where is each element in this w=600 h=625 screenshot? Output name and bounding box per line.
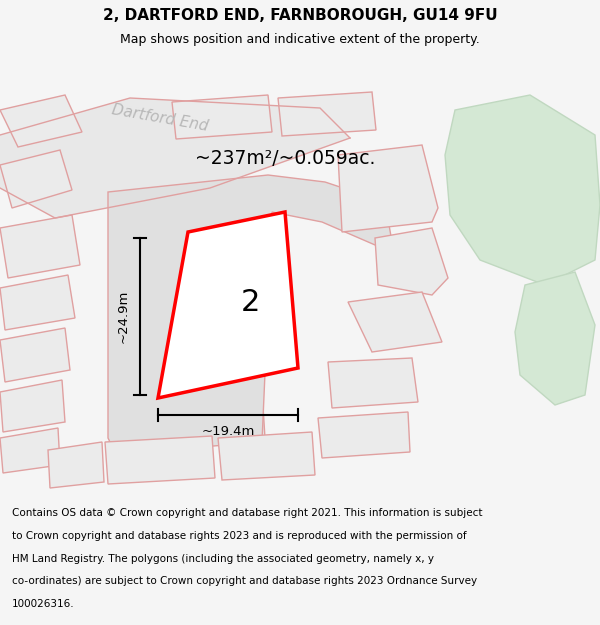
Polygon shape	[0, 98, 350, 218]
Text: Dartford End: Dartford End	[110, 102, 209, 134]
Text: 2, DARTFORD END, FARNBOROUGH, GU14 9FU: 2, DARTFORD END, FARNBOROUGH, GU14 9FU	[103, 8, 497, 23]
Polygon shape	[158, 212, 298, 398]
Polygon shape	[108, 175, 392, 454]
Polygon shape	[338, 145, 438, 232]
Polygon shape	[48, 442, 104, 488]
Text: ~237m²/~0.059ac.: ~237m²/~0.059ac.	[195, 149, 376, 168]
Polygon shape	[375, 228, 448, 295]
Polygon shape	[0, 328, 70, 382]
Polygon shape	[515, 272, 595, 405]
Polygon shape	[445, 95, 600, 285]
Polygon shape	[172, 95, 272, 139]
Text: 100026316.: 100026316.	[12, 599, 74, 609]
Polygon shape	[278, 92, 376, 136]
Text: co-ordinates) are subject to Crown copyright and database rights 2023 Ordnance S: co-ordinates) are subject to Crown copyr…	[12, 576, 477, 586]
Text: Map shows position and indicative extent of the property.: Map shows position and indicative extent…	[120, 33, 480, 46]
Polygon shape	[0, 95, 82, 147]
Polygon shape	[218, 432, 315, 480]
Text: Contains OS data © Crown copyright and database right 2021. This information is : Contains OS data © Crown copyright and d…	[12, 508, 482, 518]
Polygon shape	[0, 215, 80, 278]
Polygon shape	[0, 380, 65, 432]
Polygon shape	[348, 292, 442, 352]
Polygon shape	[0, 150, 72, 208]
Polygon shape	[318, 412, 410, 458]
Text: 2: 2	[241, 288, 260, 317]
Text: ~19.4m: ~19.4m	[202, 425, 254, 438]
Text: HM Land Registry. The polygons (including the associated geometry, namely x, y: HM Land Registry. The polygons (includin…	[12, 554, 434, 564]
Text: ~24.9m: ~24.9m	[117, 290, 130, 343]
Polygon shape	[105, 436, 215, 484]
Text: to Crown copyright and database rights 2023 and is reproduced with the permissio: to Crown copyright and database rights 2…	[12, 531, 467, 541]
Polygon shape	[112, 198, 265, 450]
Polygon shape	[0, 428, 60, 473]
Polygon shape	[0, 275, 75, 330]
Polygon shape	[328, 358, 418, 408]
